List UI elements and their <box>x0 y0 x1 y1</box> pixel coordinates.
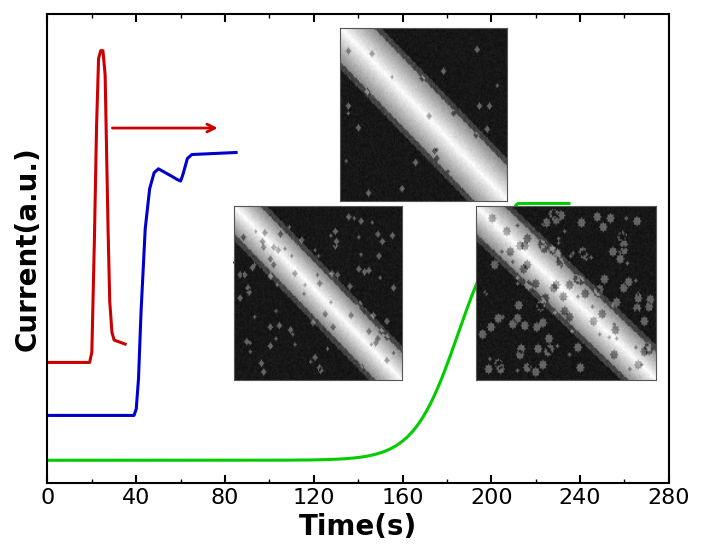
X-axis label: Time(s): Time(s) <box>299 513 417 541</box>
Y-axis label: Current(a.u.): Current(a.u.) <box>14 146 42 351</box>
